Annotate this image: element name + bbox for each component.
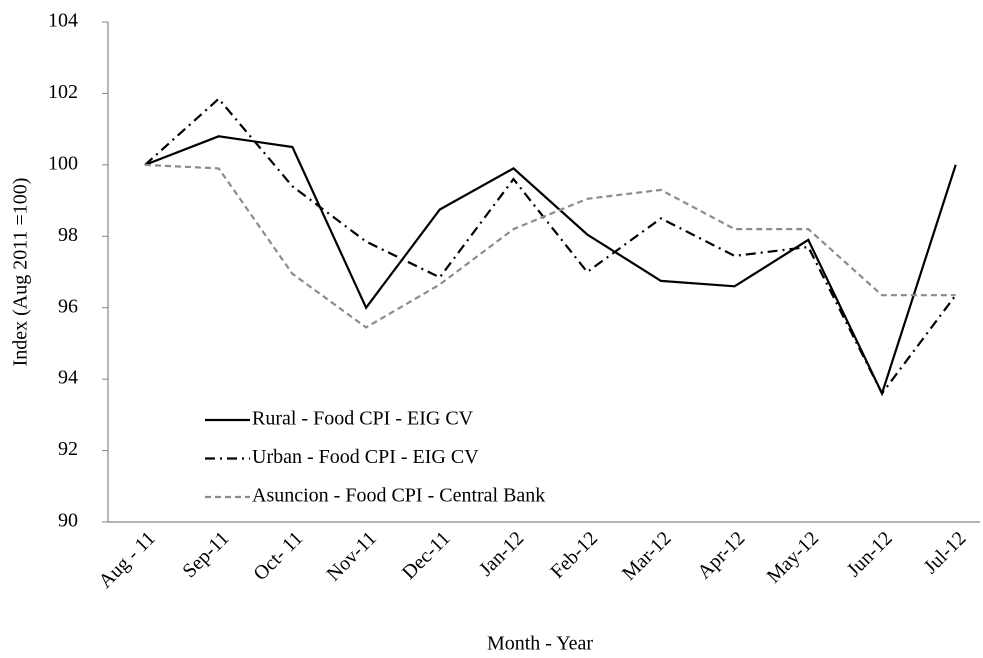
- y-tick-label: 100: [48, 152, 78, 174]
- x-tick-label: Dec-11: [398, 527, 455, 584]
- y-tick-label: 92: [58, 438, 78, 460]
- y-tick-label: 98: [58, 224, 78, 246]
- y-tick-label: 96: [58, 295, 78, 317]
- x-tick-label: Aug - 11: [94, 527, 159, 592]
- x-tick-label: Jun-12: [843, 527, 897, 581]
- x-tick-label: Sep-11: [178, 527, 233, 582]
- x-tick-label: Jul-12: [920, 527, 971, 578]
- legend-label: Urban - Food CPI - EIG CV: [252, 446, 479, 468]
- y-tick-label: 102: [48, 81, 78, 103]
- x-tick-label: Jan-12: [475, 527, 528, 580]
- x-tick-label: Nov-11: [323, 527, 381, 585]
- y-tick-label: 104: [48, 10, 78, 32]
- y-tick-label: 90: [58, 510, 78, 532]
- y-tick-label: 94: [58, 367, 78, 389]
- x-tick-label: May-12: [763, 527, 823, 587]
- y-axis-label: Index (Aug 2011 =100): [10, 178, 32, 367]
- x-tick-label: Apr-12: [693, 527, 749, 583]
- x-tick-label: Oct- 11: [249, 527, 307, 585]
- series-line: [144, 163, 956, 329]
- series-line: [144, 97, 957, 396]
- x-axis-label: Month - Year: [487, 633, 593, 655]
- x-tick-label: Feb-12: [546, 527, 602, 583]
- legend-label: Rural - Food CPI - EIG CV: [252, 408, 474, 430]
- legend-label: Asuncion - Food CPI - Central Bank: [252, 485, 545, 507]
- x-tick-label: Mar-12: [618, 527, 676, 585]
- series-line: [144, 135, 957, 397]
